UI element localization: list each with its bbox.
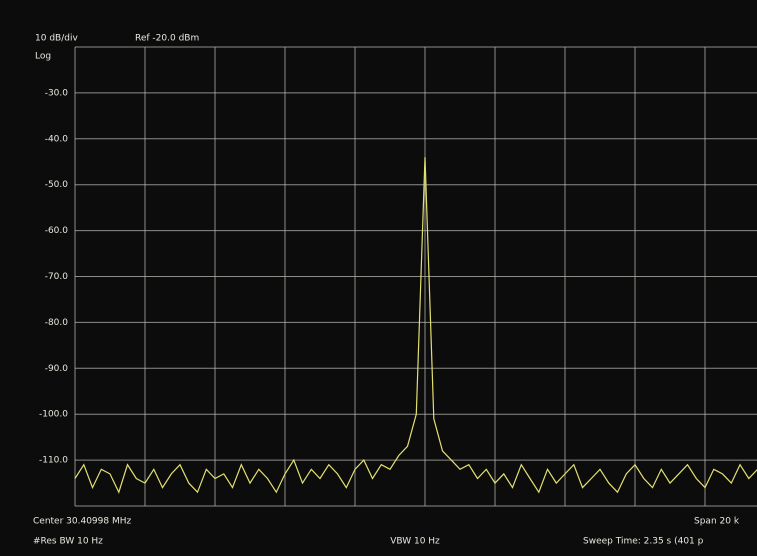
y-tick-label: -70.0	[45, 272, 69, 282]
y-tick-label: -40.0	[45, 134, 69, 144]
sweep-label: Sweep Time: 2.35 s (401 p	[583, 537, 704, 547]
page: {"chart_data": {"type": "line", "scale_l…	[0, 0, 757, 556]
center-label: Center 30.40998 MHz	[33, 517, 131, 527]
analyzer-screen: 10 dB/div Ref -20.0 dBm Log Center 30.40…	[0, 0, 757, 556]
y-tick-label: -80.0	[45, 318, 69, 328]
ref-label: Ref -20.0 dBm	[135, 34, 199, 44]
y-tick-label: -50.0	[45, 180, 69, 190]
rbw-label: #Res BW 10 Hz	[33, 537, 103, 547]
background	[0, 0, 757, 556]
y-tick-label: -90.0	[45, 364, 69, 374]
scale-type: Log	[35, 52, 51, 62]
y-tick-label: -100.0	[39, 410, 68, 420]
vbw-label: VBW 10 Hz	[390, 537, 440, 547]
y-tick-label: -30.0	[45, 88, 69, 98]
scale-label: 10 dB/div	[35, 34, 78, 44]
y-tick-label: -60.0	[45, 226, 69, 236]
span-label: Span 20 k	[694, 517, 740, 527]
y-tick-label: -110.0	[39, 456, 68, 466]
